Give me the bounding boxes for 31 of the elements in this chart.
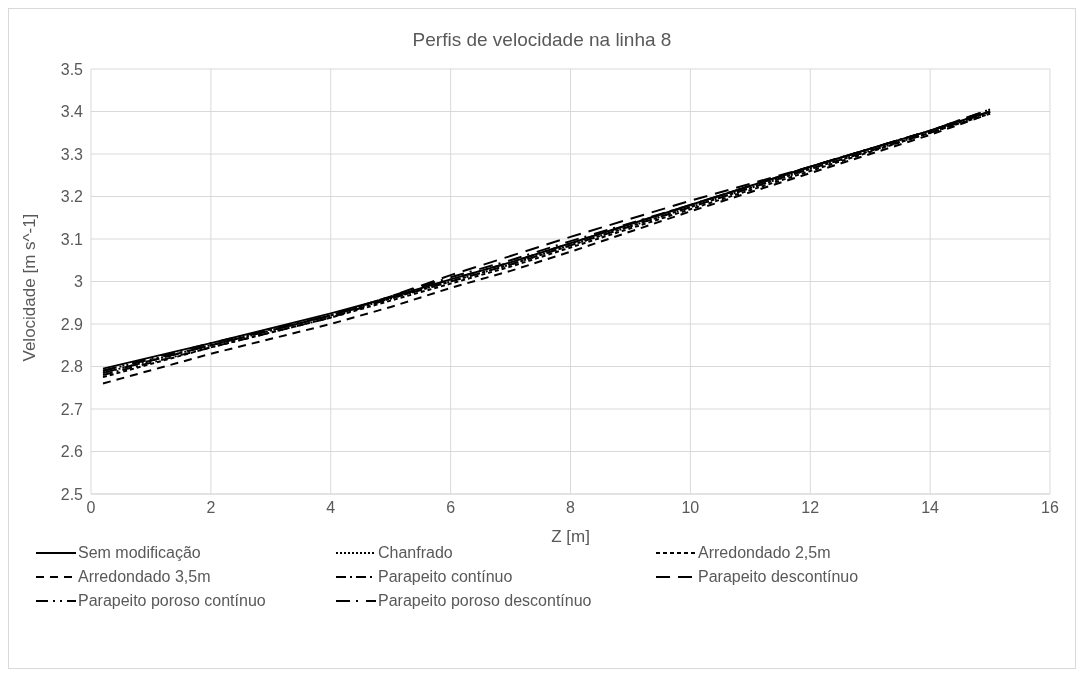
x-tick-label: 12 — [801, 499, 820, 517]
y-tick-label: 3.1 — [60, 230, 84, 248]
y-tick-label: 2.7 — [60, 400, 84, 418]
x-tick-label: 8 — [566, 499, 576, 517]
legend-label: Parapeito contínuo — [378, 568, 513, 586]
y-tick-label: 3.3 — [60, 145, 84, 163]
legend-label: Arredondado 3,5m — [78, 568, 211, 586]
y-tick-label: 2.6 — [60, 443, 84, 461]
y-axis-title: Velocidade [m s^-1] — [20, 213, 40, 362]
y-tick-label: 3.5 — [60, 60, 84, 78]
legend-label: Chanfrado — [378, 544, 453, 562]
y-tick-label: 2.9 — [60, 315, 84, 333]
y-tick-label: 3.2 — [60, 188, 84, 206]
legend-label: Parapeito poroso contínuo — [78, 592, 266, 610]
legend-label: Arredondado 2,5m — [698, 544, 831, 562]
x-tick-label: 14 — [921, 499, 940, 517]
legend-label: Sem modificação — [78, 544, 201, 562]
legend-label: Parapeito descontínuo — [698, 568, 859, 586]
y-tick-label: 2.5 — [60, 485, 84, 503]
chart-title: Perfis de velocidade na linha 8 — [411, 29, 673, 51]
x-tick-label: 16 — [1041, 499, 1059, 517]
legend-label: Parapeito poroso descontínuo — [378, 592, 592, 610]
x-axis-title: Z [m] — [551, 527, 590, 546]
y-tick-label: 3.4 — [60, 103, 84, 121]
x-tick-label: 10 — [681, 499, 700, 517]
x-tick-label: 6 — [446, 499, 456, 517]
x-tick-label: 4 — [326, 499, 336, 517]
y-tick-label: 3 — [74, 273, 84, 291]
x-tick-label: 0 — [86, 499, 96, 517]
x-tick-label: 2 — [206, 499, 216, 517]
y-tick-label: 2.8 — [60, 358, 84, 376]
